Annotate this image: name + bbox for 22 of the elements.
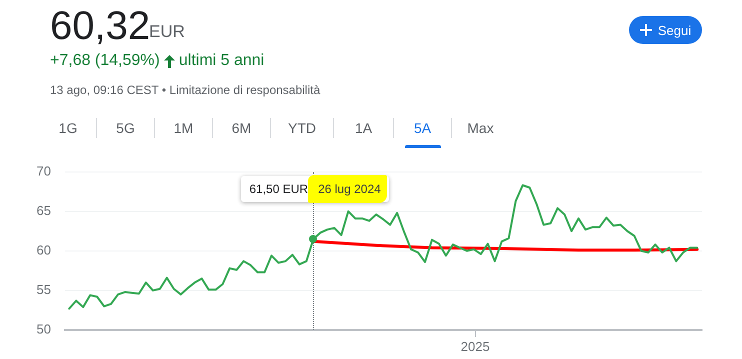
text: 5G — [116, 120, 135, 136]
text: 1G — [58, 120, 78, 136]
y-tick-label: 55 — [36, 282, 51, 298]
text: 6M — [232, 120, 252, 136]
y-tick-label: 60 — [36, 242, 51, 258]
y-tick-label: 65 — [36, 202, 51, 218]
y-tick-label: 70 — [36, 163, 51, 178]
text: Segui — [658, 22, 692, 38]
text: +7,68 (14,59%) — [50, 52, 160, 70]
text: 13 ago, 09:16 CEST • Limitazione di responsabilità — [50, 83, 320, 97]
text: ultimi 5 anni — [178, 52, 264, 70]
annotation: 26 lug 2024 — [318, 182, 381, 196]
text: 1M — [174, 120, 194, 136]
text: Max — [467, 120, 494, 136]
chart-title: 60,32 — [50, 4, 150, 49]
text: YTD — [288, 120, 316, 136]
y-tick-label: 50 — [36, 322, 51, 337]
text: 1A — [354, 120, 372, 136]
annotation: 61,50 EUR — [249, 182, 308, 196]
text: 5A — [414, 120, 432, 136]
chart-subtitle: EUR — [149, 22, 185, 42]
text: 2025 — [460, 339, 490, 354]
